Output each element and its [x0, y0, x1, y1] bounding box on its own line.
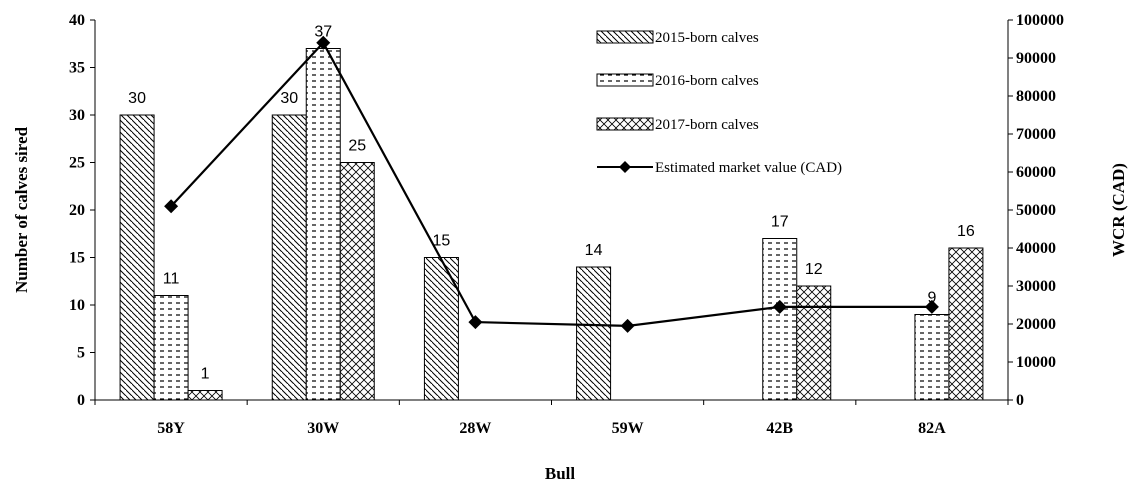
legend: 2015-born calves 2016-born calves 2017-bor…	[596, 30, 842, 176]
bar-30W-1	[271, 114, 307, 401]
legend-swatch-1	[596, 30, 654, 44]
market-value-point	[164, 199, 179, 214]
bar-30W-3	[339, 162, 375, 401]
data-label: 16	[957, 223, 975, 240]
y2-axis-title: WCR (CAD)	[1109, 163, 1128, 257]
y-tick-label: 35	[69, 60, 85, 77]
y-tick-label: 30	[69, 107, 85, 124]
y2-tick-label: 100000	[1016, 12, 1064, 29]
y2-tick-label: 90000	[1016, 50, 1056, 67]
market-value-point	[772, 299, 787, 314]
data-label: 14	[585, 242, 603, 259]
market-value-point	[468, 315, 483, 330]
y2-tick-label: 20000	[1016, 316, 1056, 333]
y-tick-label: 5	[77, 345, 85, 362]
data-label: 9	[927, 290, 936, 307]
bar-58Y-2	[153, 295, 189, 401]
market-value-point	[924, 299, 939, 314]
bar-58Y-1	[119, 114, 155, 401]
legend-swatch-3	[596, 117, 654, 131]
bar-82A-2	[914, 314, 950, 401]
data-label: 37	[314, 24, 332, 41]
data-label: 15	[433, 233, 451, 250]
y2-tick-label: 0	[1016, 392, 1024, 409]
bar-42B-2	[762, 238, 798, 401]
legend-label: 2015-born calves	[655, 30, 759, 46]
y2-tick-label: 80000	[1016, 88, 1056, 105]
y2-tick-label: 60000	[1016, 164, 1056, 181]
data-label: 17	[771, 214, 789, 231]
y2-tick-label: 10000	[1016, 354, 1056, 371]
y-axis-title: Number of calves sired	[12, 126, 31, 293]
x-category-label: 42B	[766, 420, 793, 437]
x-category-label: 82A	[918, 420, 946, 437]
data-label: 12	[805, 261, 823, 278]
legend-label: 2016-born calves	[655, 73, 759, 89]
x-category-label: 28W	[459, 420, 491, 437]
legend-diamond-marker	[619, 161, 631, 173]
x-category-label: 59W	[612, 420, 644, 437]
legend-label: 2017-born calves	[655, 117, 759, 133]
market-value-line	[170, 40, 932, 328]
legend-swatch-2	[596, 73, 654, 87]
y-tick-label: 20	[69, 202, 85, 219]
y-tick-label: 40	[69, 12, 85, 29]
bar-42B-3	[796, 285, 832, 401]
y2-tick-label: 70000	[1016, 126, 1056, 143]
market-value-point	[620, 318, 635, 333]
bar-59W-1	[576, 266, 612, 401]
market-value-point	[316, 35, 331, 50]
data-label: 11	[163, 271, 180, 288]
y2-tick-label: 30000	[1016, 278, 1056, 295]
bar-58Y-3	[187, 390, 223, 401]
y-tick-label: 10	[69, 297, 85, 314]
x-axis-title: Bull	[545, 464, 576, 483]
axes: 0 5 10 15 20 25 30 35 40 0 10000 20000 30000 40000 500…	[69, 12, 1064, 437]
data-label: 1	[201, 366, 210, 383]
legend-label: Estimated market value (CAD)	[655, 160, 842, 176]
bars-group	[119, 48, 984, 401]
y-tick-label: 25	[69, 155, 85, 172]
market-value-line-group	[164, 35, 939, 333]
bar-30W-2	[305, 48, 341, 401]
x-category-label: 58Y	[157, 420, 185, 437]
bar-28W-1	[423, 257, 459, 401]
y2-tick-label: 40000	[1016, 240, 1056, 257]
data-label: 30	[128, 90, 146, 107]
data-label: 25	[348, 138, 366, 155]
y-tick-label: 15	[69, 250, 85, 267]
bar-82A-3	[948, 247, 984, 401]
data-label: 30	[280, 90, 298, 107]
y-tick-label: 0	[77, 392, 85, 409]
x-category-label: 30W	[307, 420, 339, 437]
y2-tick-label: 50000	[1016, 202, 1056, 219]
